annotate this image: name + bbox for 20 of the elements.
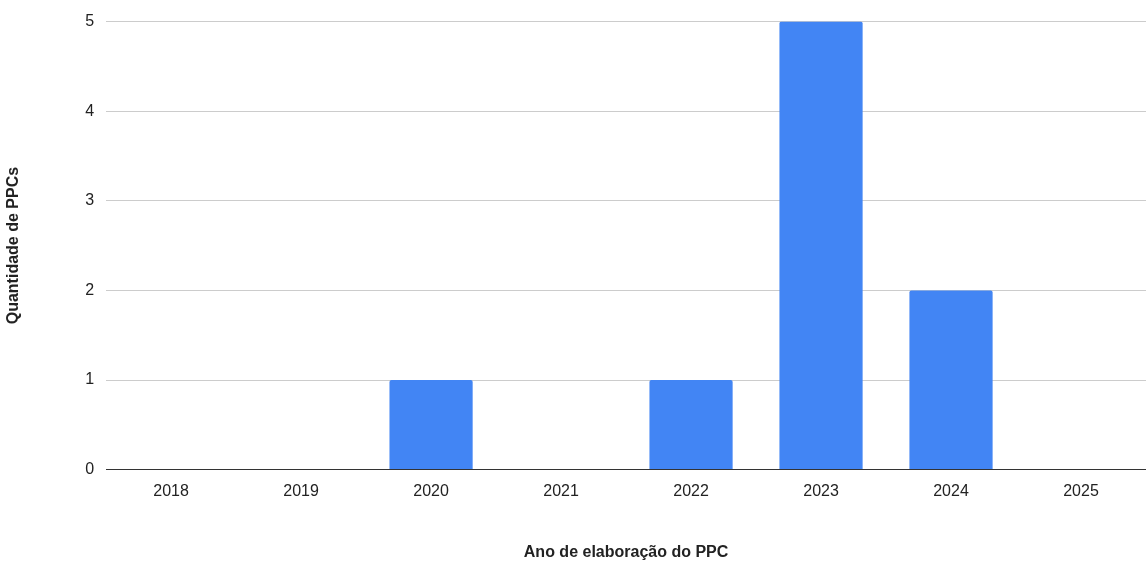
x-tick-label: 2018 [153, 481, 189, 499]
y-tick-label: 0 [85, 460, 95, 478]
bar [779, 21, 863, 470]
x-tick-label: 2024 [933, 481, 969, 499]
x-tick-label: 2020 [413, 481, 449, 499]
y-tick-label: 5 [85, 12, 95, 30]
y-tick-label: 3 [85, 191, 95, 209]
bar [389, 380, 473, 470]
x-tick-label: 2023 [803, 481, 839, 499]
x-tick-label: 2022 [673, 481, 709, 499]
x-tick-label: 2025 [1063, 481, 1099, 499]
y-tick-label: 1 [85, 370, 95, 388]
x-tick-label: 2019 [283, 481, 319, 499]
bar [649, 380, 733, 470]
y-tick-label: 2 [85, 280, 95, 298]
y-axis-title: Quantidade de PPCs [4, 166, 22, 325]
y-tick-label: 4 [85, 101, 95, 119]
x-axis-title: Ano de elaboração do PPC [523, 542, 729, 560]
x-tick-label: 2021 [543, 481, 579, 499]
bar [909, 290, 993, 470]
